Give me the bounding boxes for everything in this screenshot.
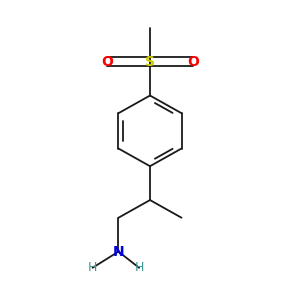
Text: H: H (88, 261, 97, 274)
Text: S: S (145, 55, 155, 69)
Text: H: H (134, 261, 144, 274)
Text: O: O (101, 55, 113, 69)
Text: N: N (113, 244, 124, 259)
Text: O: O (187, 55, 199, 69)
